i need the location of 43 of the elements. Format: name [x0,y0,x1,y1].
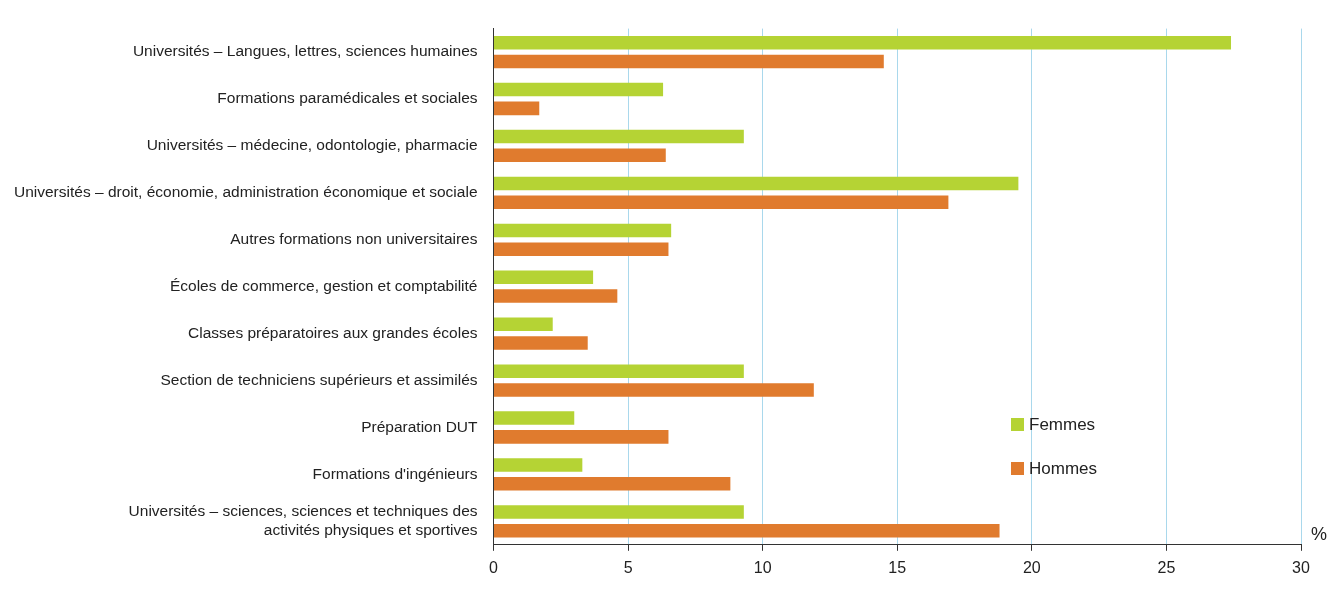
bar [494,289,618,303]
x-tick-label: 20 [1022,558,1041,576]
x-tick-label: 15 [888,558,907,576]
legend-label: Hommes [1029,458,1098,479]
y-tick-label: Écoles de commerce, gestion et comptabilité [169,276,478,294]
y-tick-label: Préparation DUT [361,417,479,435]
bar [494,242,669,256]
bar [494,336,588,350]
y-tick-label: Autres formations non universitaires [230,230,478,248]
bar [494,477,731,491]
bar [494,101,540,116]
y-tick-label: Universités – droit, économie, administration économique et sociale [13,183,478,201]
bar [494,223,672,238]
x-tick-label: 0 [489,558,499,576]
bar [494,270,594,285]
bar [494,129,744,144]
bar [494,35,1232,50]
bar [494,195,949,209]
bar [494,54,884,69]
bar [494,364,744,378]
y-tick-label: Universités – sciences, sciences et techniques des activités physiques et sportives [128,502,478,538]
bar [494,458,583,472]
bar [494,430,669,444]
bar [494,505,744,519]
y-tick-label: Universités – Langues, lettres, sciences humaines [132,42,478,60]
bar [494,383,814,397]
bar [494,523,1000,538]
bar [494,176,1019,191]
bar [494,82,664,97]
y-tick-label: Formations paramédicales et sociales [217,89,478,107]
bar [494,317,553,331]
y-tick-label: Section de techniciens supérieurs et assimilés [160,370,478,388]
bar [494,411,575,425]
x-tick-label: 25 [1157,558,1176,576]
y-tick-label: Classes préparatoires aux grandes écoles [188,323,478,341]
legend-label: Femmes [1029,414,1096,435]
y-tick-label: Formations d'ingénieurs [312,464,478,482]
x-tick-label: 30 [1292,558,1310,576]
bar [494,148,666,163]
y-tick-label: Universités – médecine, odontologie, pharmacie [146,136,478,154]
x-tick-label: 10 [753,558,772,576]
x-axis-title: % [1311,523,1328,544]
x-tick-label: 5 [623,558,633,576]
